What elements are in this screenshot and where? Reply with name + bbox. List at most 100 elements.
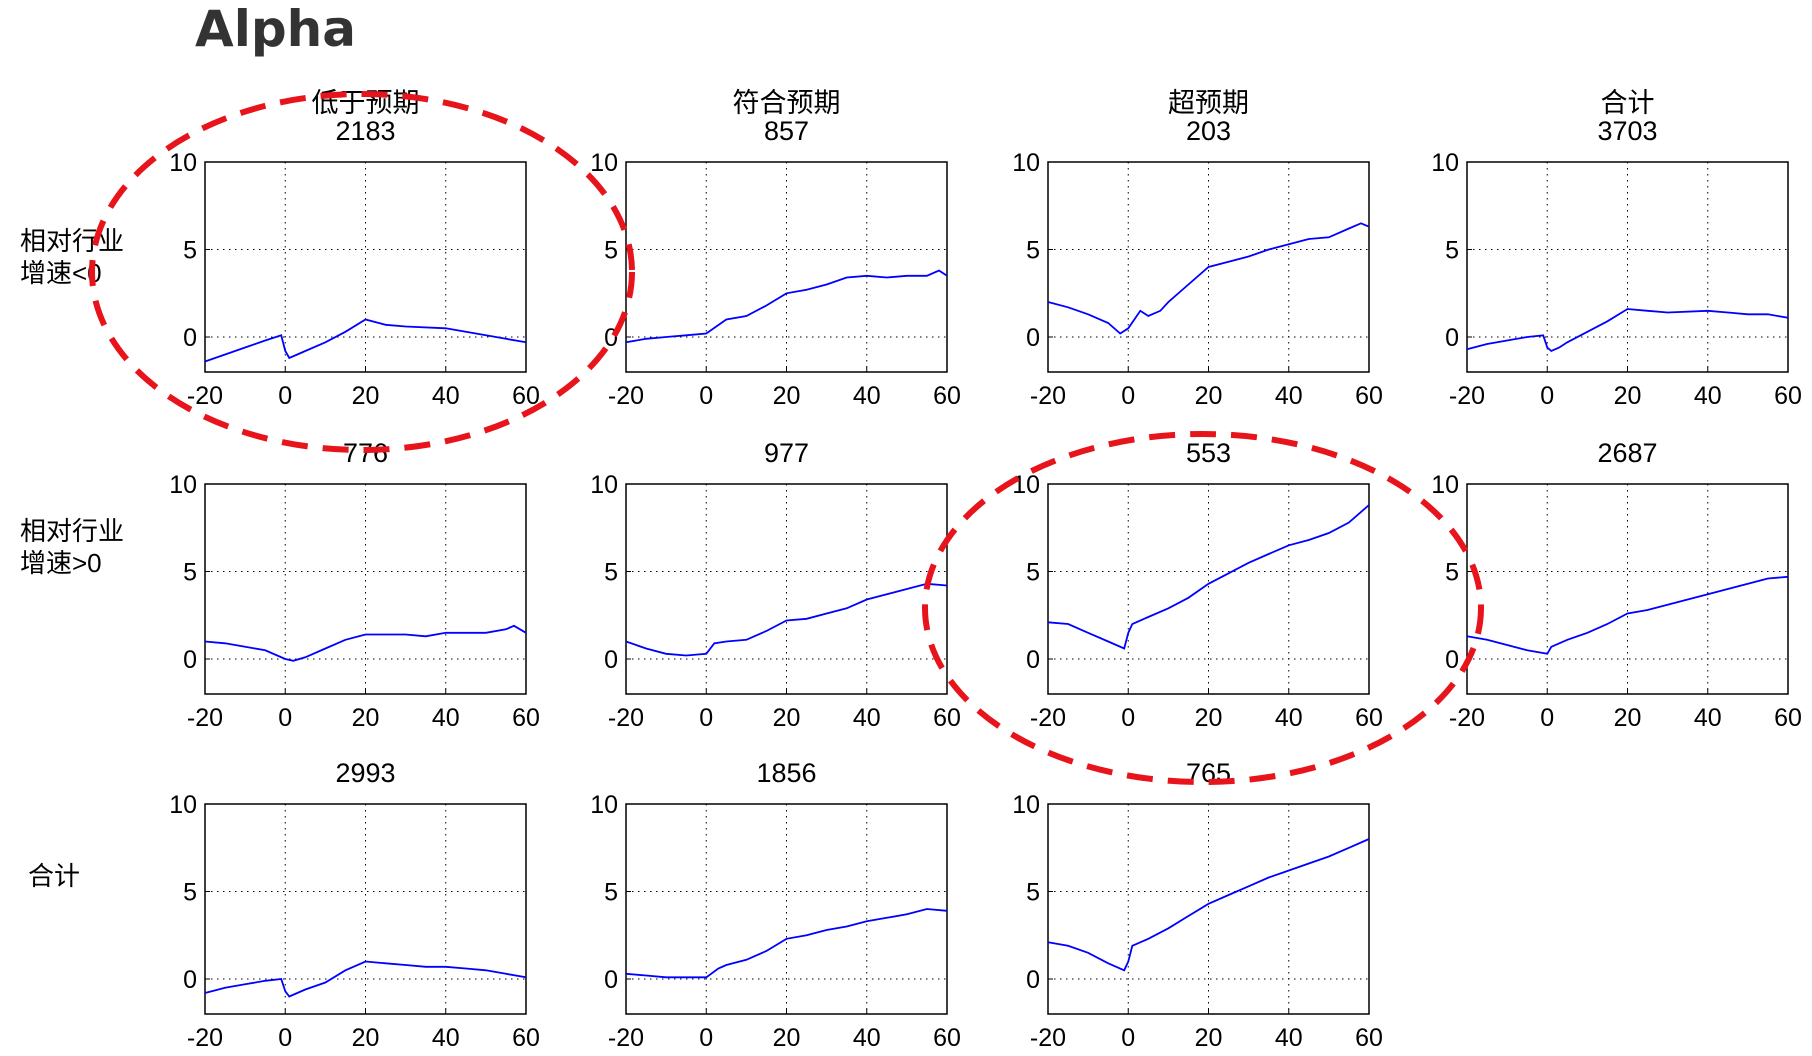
y-tick-label: 0	[1026, 324, 1040, 352]
subplot-5: -20 0 20 40 60 0 5 10 776	[169, 438, 540, 732]
row-label: 相对行业	[20, 226, 124, 256]
y-tick-label: 10	[590, 149, 618, 177]
x-tick-label: -20	[1449, 382, 1485, 410]
y-tick-label: 5	[604, 237, 618, 265]
x-tick-label: 20	[1195, 704, 1223, 732]
highlight-ellipse-beat-expectation	[922, 431, 1484, 785]
row-label: 增速<0	[20, 258, 102, 288]
row-label: 增速>0	[20, 548, 102, 578]
subplot-6: -20 0 20 40 60 0 5 10 977	[590, 438, 961, 732]
subplot-title: 符合预期	[733, 88, 841, 118]
y-tick-label: 0	[183, 646, 197, 674]
subplot-count: 553	[1186, 438, 1231, 468]
subplot-count: 3703	[1597, 116, 1657, 146]
x-tick-label: 40	[1275, 382, 1303, 410]
x-tick-label: 60	[933, 382, 961, 410]
x-tick-label: 0	[1540, 704, 1554, 732]
x-tick-label: 60	[933, 704, 961, 732]
x-tick-label: -20	[608, 704, 644, 732]
x-tick-label: 20	[352, 704, 380, 732]
x-tick-label: -20	[608, 1024, 644, 1052]
y-tick-label: 10	[169, 791, 197, 819]
x-tick-label: -20	[1030, 1024, 1066, 1052]
y-tick-label: 5	[1445, 237, 1459, 265]
y-tick-label: 5	[604, 559, 618, 587]
x-tick-label: 20	[773, 382, 801, 410]
highlight-ellipse-low-expectation	[89, 91, 635, 453]
x-tick-label: -20	[1449, 704, 1485, 732]
x-tick-label: -20	[1030, 704, 1066, 732]
x-tick-label: 20	[352, 1024, 380, 1052]
x-tick-label: 20	[773, 1024, 801, 1052]
series-line	[1047, 222, 1370, 335]
x-tick-label: 40	[1694, 382, 1722, 410]
subplot-10: -20 0 20 40 60 0 5 10 1856	[590, 758, 961, 1052]
y-tick-label: 5	[1026, 237, 1040, 265]
series-line	[204, 624, 527, 662]
y-tick-label: 5	[183, 879, 197, 907]
y-tick-label: 10	[1012, 149, 1040, 177]
series-line	[204, 960, 527, 998]
x-tick-label: 20	[773, 704, 801, 732]
y-tick-label: 0	[1445, 646, 1459, 674]
y-tick-label: 10	[1012, 471, 1040, 499]
y-tick-label: 5	[183, 237, 197, 265]
series-line	[1047, 504, 1370, 650]
x-tick-label: 40	[853, 382, 881, 410]
x-tick-label: 0	[278, 704, 292, 732]
subplot-count: 857	[764, 116, 809, 146]
subplot-count: 2687	[1597, 438, 1657, 468]
subplot-9: -20 0 20 40 60 0 5 10 2993	[169, 758, 540, 1052]
x-tick-label: 60	[1355, 382, 1383, 410]
row-label: 相对行业	[20, 516, 124, 546]
x-tick-label: 40	[853, 1024, 881, 1052]
y-tick-label: 5	[604, 879, 618, 907]
x-tick-label: 20	[352, 382, 380, 410]
y-tick-label: 5	[1445, 559, 1459, 587]
page-title: Alpha	[195, 0, 356, 58]
x-tick-label: 0	[278, 382, 292, 410]
y-tick-label: 0	[183, 324, 197, 352]
x-tick-label: 40	[432, 1024, 460, 1052]
y-tick-label: 0	[604, 646, 618, 674]
series-line	[1466, 308, 1789, 353]
subplot-count: 2993	[335, 758, 395, 788]
x-tick-label: 0	[699, 382, 713, 410]
subplot-title: 合计	[1601, 88, 1655, 118]
subplot-count: 1856	[756, 758, 816, 788]
x-tick-label: 40	[1275, 1024, 1303, 1052]
x-tick-label: 0	[1540, 382, 1554, 410]
subplot-count: 203	[1186, 116, 1231, 146]
y-tick-label: 0	[1026, 966, 1040, 994]
x-tick-label: 60	[1774, 382, 1802, 410]
x-tick-label: 60	[1774, 704, 1802, 732]
subplot-7: -20 0 20 40 60 0 5 10 553	[1012, 438, 1383, 732]
x-tick-label: 40	[1275, 704, 1303, 732]
y-tick-label: 10	[169, 149, 197, 177]
x-tick-label: 40	[432, 382, 460, 410]
x-tick-label: 20	[1614, 382, 1642, 410]
series-line	[625, 908, 948, 979]
y-tick-label: 5	[183, 559, 197, 587]
series-line	[1466, 575, 1789, 655]
x-tick-label: 40	[432, 704, 460, 732]
y-tick-label: 10	[1012, 791, 1040, 819]
x-tick-label: 0	[278, 1024, 292, 1052]
y-tick-label: 0	[604, 966, 618, 994]
subplot-count: 977	[764, 438, 809, 468]
x-tick-label: 60	[933, 1024, 961, 1052]
x-tick-label: 60	[1355, 704, 1383, 732]
y-tick-label: 10	[1431, 471, 1459, 499]
y-tick-label: 0	[183, 966, 197, 994]
x-tick-label: -20	[608, 382, 644, 410]
subplot-title: 超预期	[1168, 88, 1249, 118]
subplot-count: 776	[343, 438, 388, 468]
x-tick-label: 20	[1195, 382, 1223, 410]
x-tick-label: 60	[1355, 1024, 1383, 1052]
